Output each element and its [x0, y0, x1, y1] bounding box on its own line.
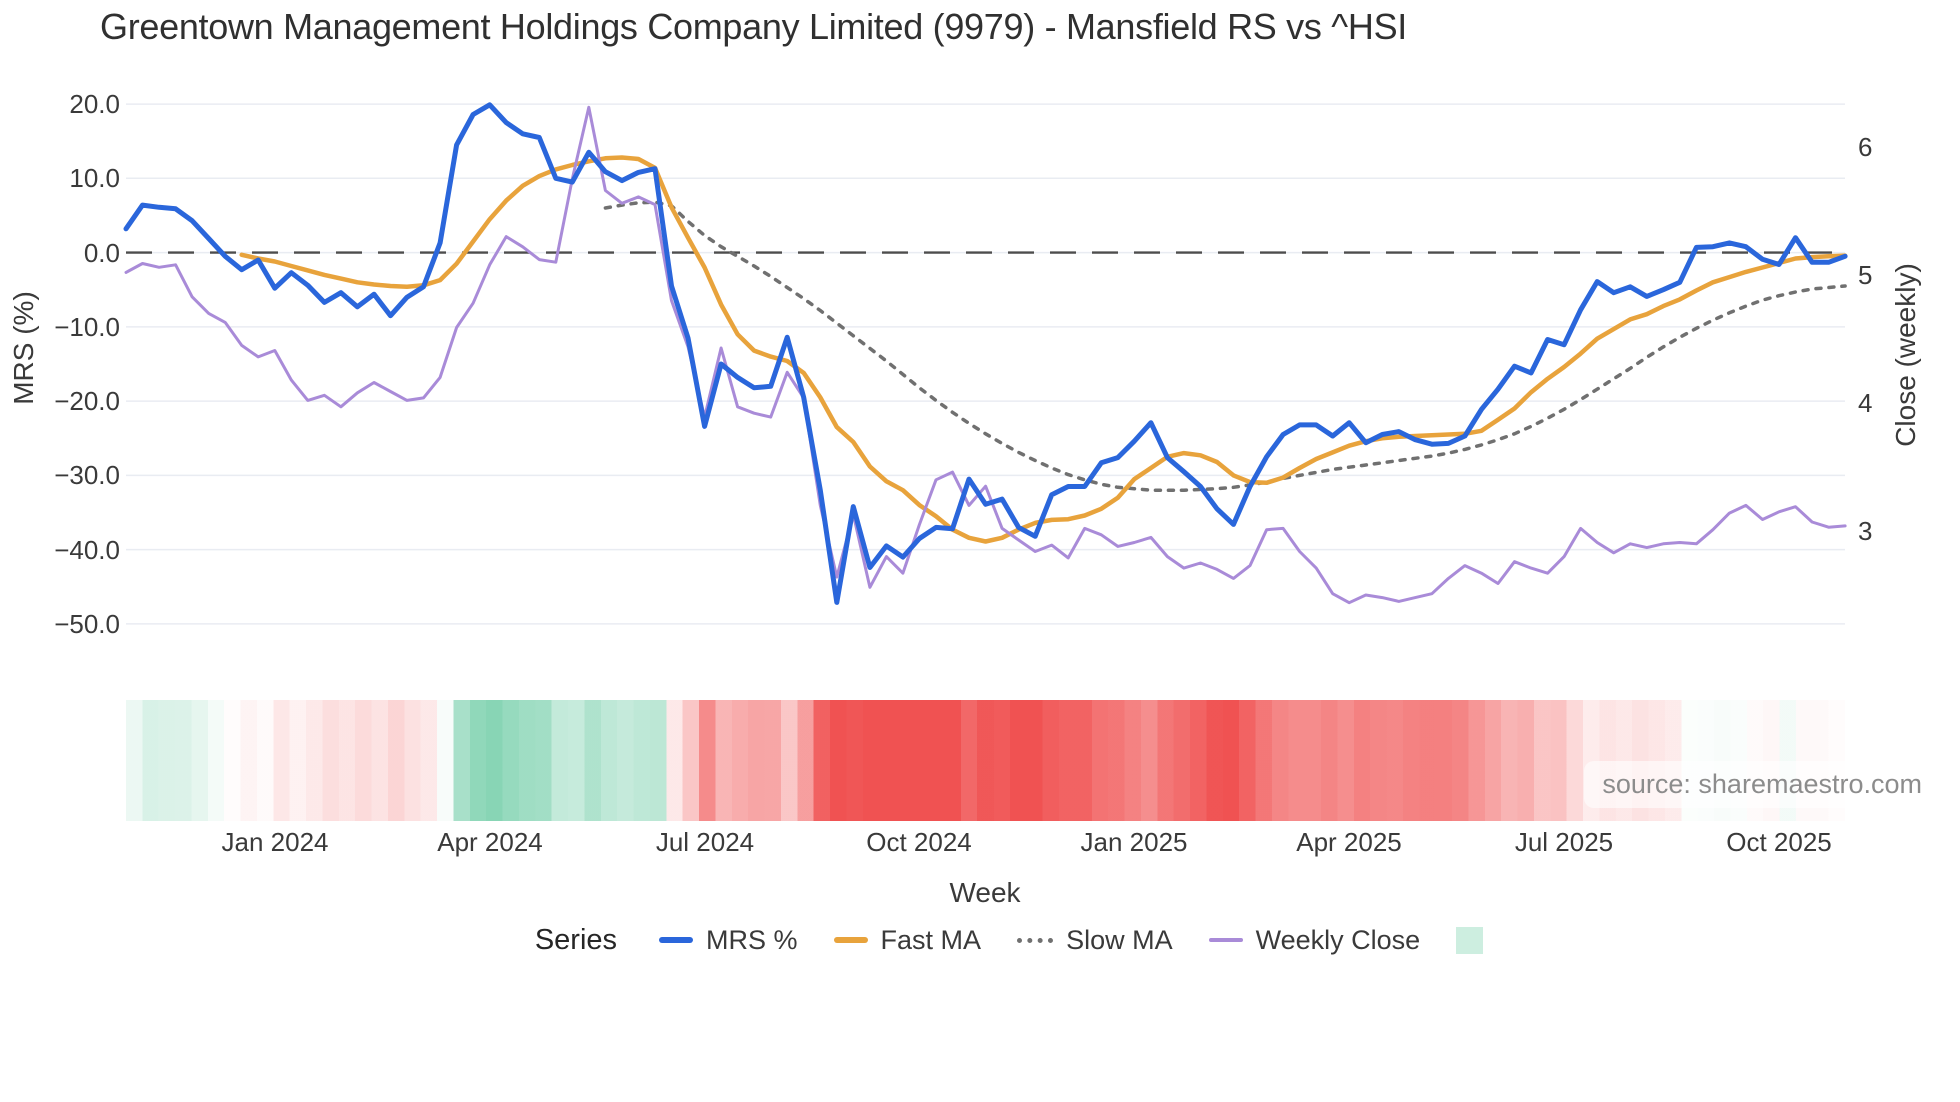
legend: Series MRS % Fast MA Slow MA Weekly Close	[0, 914, 1960, 966]
y-axis-right-title: Close (weekly)	[1890, 263, 1921, 447]
source-watermark: source: sharemaestro.com	[1584, 761, 1940, 808]
y-right-tick-label: 5	[1858, 260, 1873, 290]
legend-label: Weekly Close	[1255, 924, 1421, 955]
y-right-tick-label: 6	[1858, 132, 1873, 162]
x-axis-title: Week	[949, 877, 1021, 908]
x-tick-label: Apr 2025	[1296, 827, 1402, 857]
x-tick-label: Jan 2024	[221, 827, 329, 857]
x-tick-label: Oct 2025	[1726, 827, 1832, 857]
legend-swatch-line	[1208, 938, 1243, 942]
y-left-tick-label: −10.0	[54, 312, 120, 342]
x-tick-label: Oct 2024	[866, 827, 972, 857]
x-tick-label: Apr 2024	[437, 827, 543, 857]
legend-item-heatmap	[1456, 926, 1484, 954]
mrs-heatmap-strip	[126, 700, 1845, 821]
legend-label: Slow MA	[1066, 924, 1173, 955]
y-left-tick-label: 10.0	[69, 163, 120, 193]
y-right-tick-label: 3	[1858, 516, 1873, 546]
y-right-tick-label: 4	[1858, 388, 1873, 418]
series-line-fast-ma	[239, 155, 1848, 544]
legend-title: Series	[534, 923, 618, 956]
x-tick-label: Jan 2025	[1080, 827, 1188, 857]
legend-swatch-square	[1456, 926, 1484, 954]
series-line-slow-ma	[603, 200, 1847, 492]
legend-swatch-line	[659, 937, 694, 943]
series-line-mrs-	[123, 102, 1848, 605]
y-axis-left-title: MRS (%)	[8, 291, 39, 405]
legend-label: MRS %	[706, 924, 798, 955]
chart-title: Greentown Management Holdings Company Li…	[100, 6, 1407, 47]
legend-item-slow-ma: Slow MA	[1017, 925, 1173, 956]
legend-swatch-line	[833, 937, 868, 943]
y-left-tick-label: 20.0	[69, 89, 120, 119]
y-left-tick-label: 0.0	[83, 238, 120, 268]
series-line-weekly-close	[124, 105, 1847, 605]
y-left-tick-label: −50.0	[54, 609, 120, 639]
legend-item-weekly-close: Weekly Close	[1208, 924, 1421, 956]
y-left-tick-label: −30.0	[54, 460, 120, 490]
legend-item-fast-ma: Fast MA	[833, 924, 982, 956]
legend-swatch-dotted-line	[1017, 937, 1054, 943]
x-tick-label: Jul 2024	[655, 827, 755, 857]
y-left-tick-label: −40.0	[54, 535, 120, 565]
legend-item-mrs-: MRS %	[659, 925, 798, 956]
legend-label: Fast MA	[880, 924, 982, 955]
x-tick-label: Jul 2025	[1514, 827, 1614, 857]
y-left-tick-label: −20.0	[54, 386, 120, 416]
